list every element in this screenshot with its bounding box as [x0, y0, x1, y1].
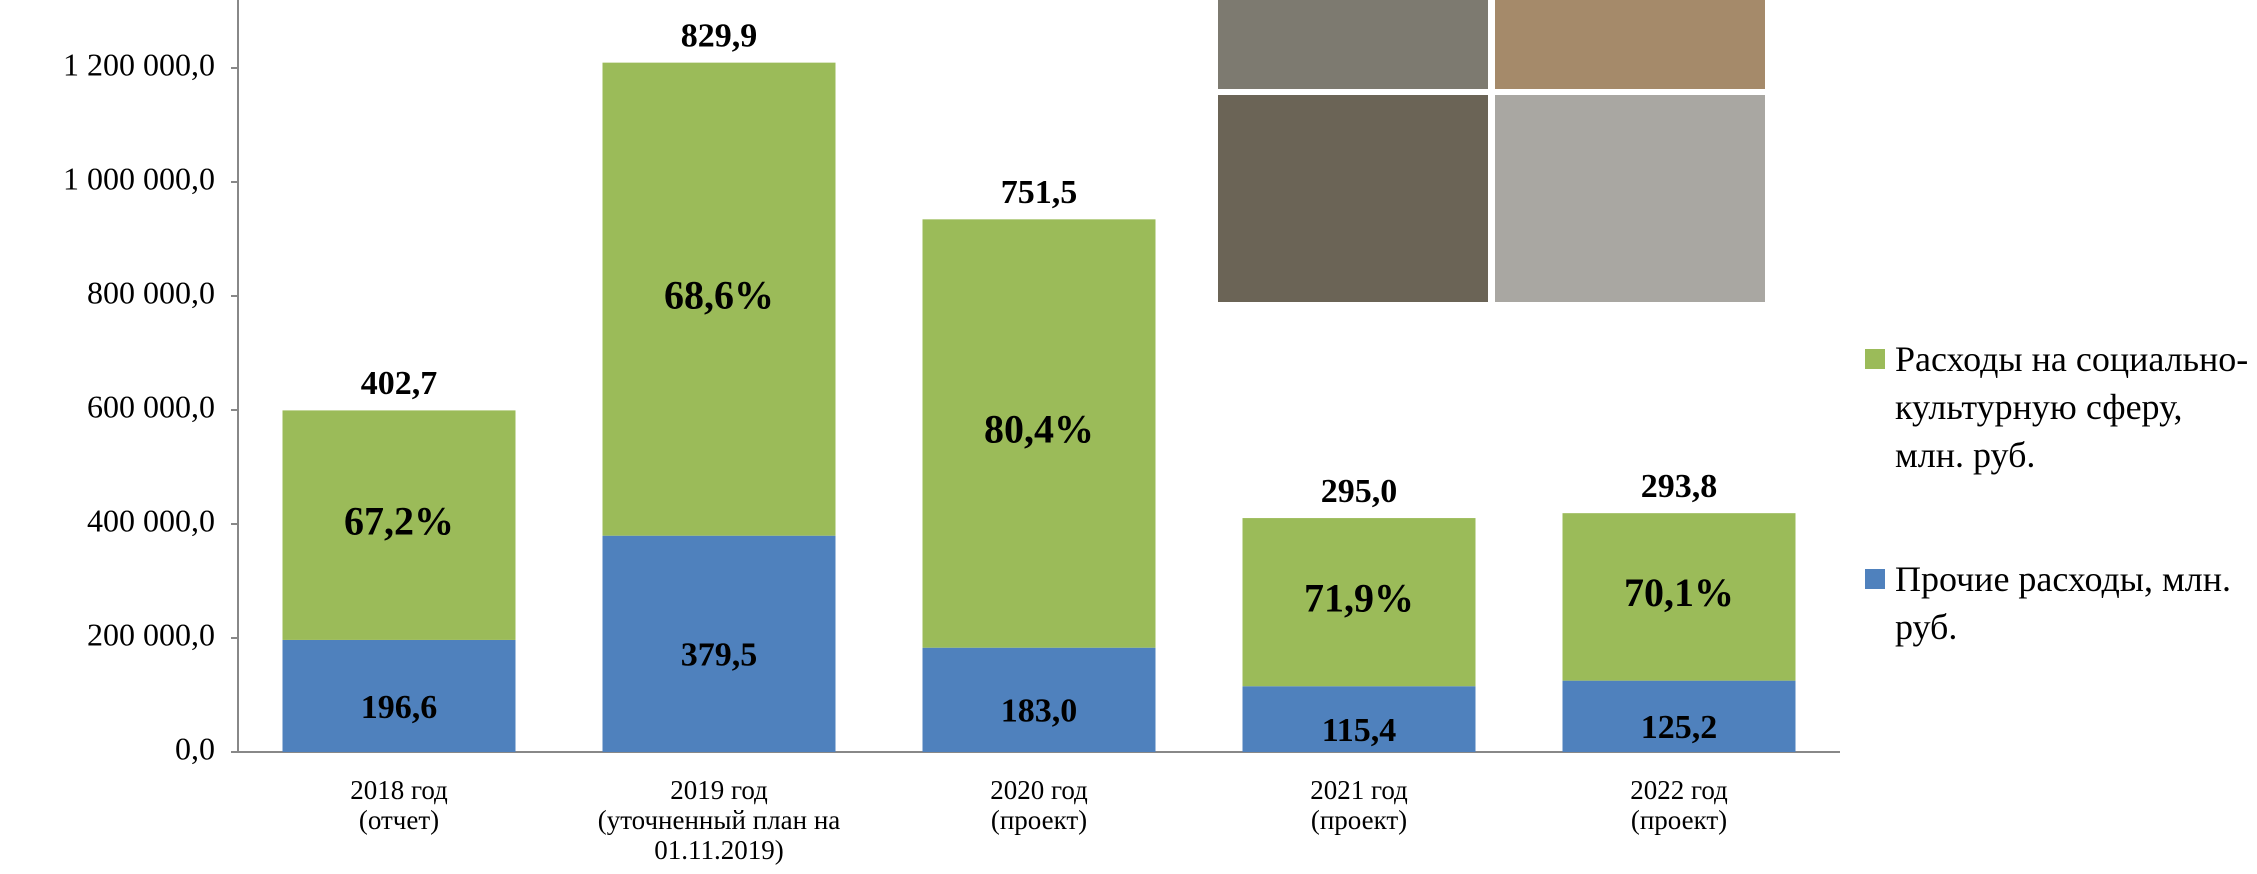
photos	[1218, 0, 1765, 302]
y-tick-label: 600 000,0	[87, 388, 215, 424]
x-tick-label: 2022 год (проект)	[1630, 775, 1728, 835]
value-label: 295,0	[1321, 473, 1398, 510]
value-label: 115,4	[1322, 712, 1397, 749]
value-label: 196,6	[361, 689, 438, 726]
bar-segment	[922, 647, 1156, 752]
y-tick-label: 0,0	[175, 730, 215, 766]
x-tick-label: 2020 год (проект)	[990, 775, 1088, 835]
y-tick-label: 800 000,0	[87, 274, 215, 310]
y-tick-label: 1 200 000,0	[63, 46, 215, 82]
value-label: 183,0	[1001, 693, 1078, 730]
y-tick-label: 200 000,0	[87, 616, 215, 652]
photo	[1495, 0, 1765, 89]
share-label: 68,6%	[664, 272, 774, 317]
legend-label: Прочие расходы, млн. руб.	[1895, 559, 2232, 647]
value-label: 379,5	[681, 637, 758, 674]
y-tick-label: 400 000,0	[87, 502, 215, 538]
photo	[1495, 95, 1765, 302]
share-label: 70,1%	[1624, 570, 1734, 615]
bar-segment	[282, 639, 516, 752]
bar-segment	[1562, 680, 1796, 752]
bar-segment	[1562, 513, 1796, 681]
bar-segment	[602, 62, 836, 536]
photo	[1218, 95, 1488, 302]
y-tick-label: 1 000 000,0	[63, 160, 215, 196]
value-label: 402,7	[361, 365, 438, 402]
x-tick-label: 2021 год (проект)	[1310, 775, 1408, 835]
share-label: 80,4%	[984, 407, 1094, 452]
bar-segment	[1242, 518, 1476, 687]
legend-swatch	[1865, 569, 1885, 589]
legend-swatch	[1865, 349, 1885, 369]
bar-segment	[1242, 686, 1476, 752]
photo	[1218, 0, 1488, 89]
bar-segment	[922, 219, 1156, 648]
value-label: 125,2	[1641, 709, 1718, 746]
x-tick-label: 2019 год (уточненный план на 01.11.2019)	[597, 775, 841, 865]
value-label: 293,8	[1641, 468, 1718, 505]
bar-segment	[282, 410, 516, 640]
share-label: 67,2%	[344, 498, 454, 543]
value-label: 751,5	[1001, 174, 1078, 211]
share-label: 71,9%	[1304, 575, 1414, 620]
bar-segment	[602, 535, 836, 752]
legend-label: Расходы на социально-культурную сферу, м…	[1895, 339, 2249, 475]
x-tick-label: 2018 год (отчет)	[350, 775, 448, 835]
value-label: 829,9	[681, 17, 758, 54]
